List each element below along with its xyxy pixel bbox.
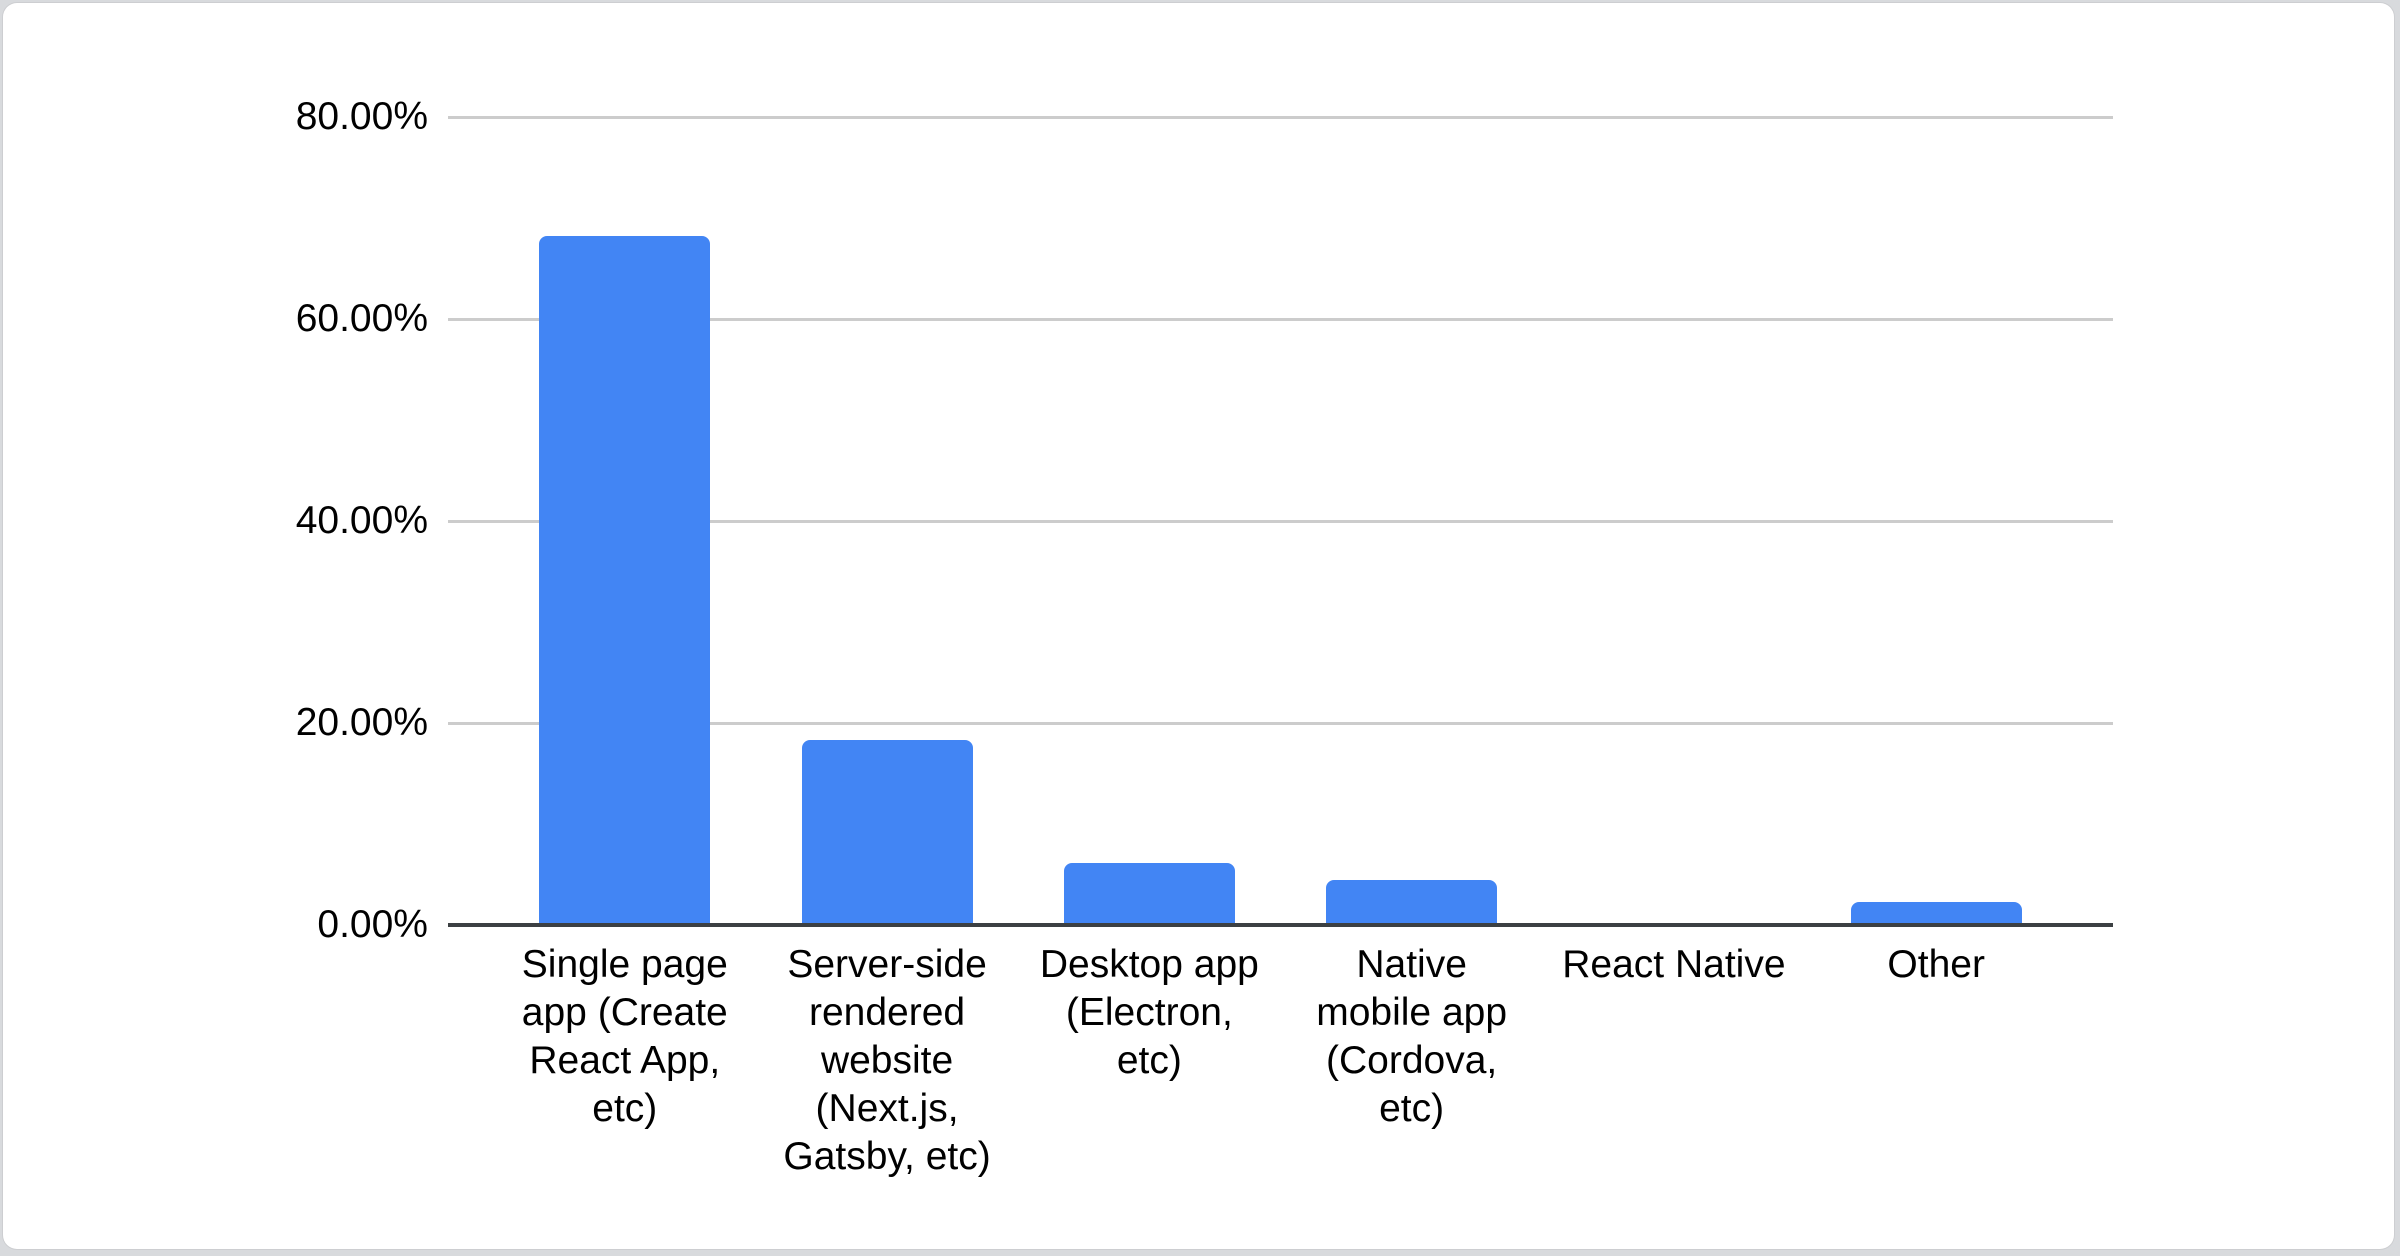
x-label-slot: React Native <box>1562 941 1785 1181</box>
bar-1 <box>539 236 711 925</box>
x-axis-baseline <box>448 923 2113 927</box>
y-tick-label: 80.00% <box>295 95 428 138</box>
x-label-slot: Other <box>1851 941 2022 1181</box>
x-tick-label: Desktop app (Electron, etc) <box>1039 943 1259 1082</box>
gridline <box>448 722 2113 725</box>
bar-2 <box>801 740 973 925</box>
x-tick-label: Native mobile app (Cordova, etc) <box>1316 943 1508 1130</box>
x-axis-labels: Single page app (Create React App, etc) S… <box>448 941 2113 1181</box>
x-label-slot: Single page app (Create React App, etc) <box>522 941 728 1181</box>
bar-4 <box>1326 879 1498 925</box>
x-tick-label: React Native <box>1562 943 1786 986</box>
bars-row <box>448 117 2113 925</box>
gridline <box>448 116 2113 119</box>
x-label-slot: Server-side rendered website (Next.js, G… <box>783 941 990 1181</box>
bar-3 <box>1063 863 1235 925</box>
x-label-slot: Desktop app (Electron, etc) <box>1040 941 1259 1181</box>
y-tick-label: 60.00% <box>295 297 428 340</box>
bar-6 <box>1850 901 2022 925</box>
gridline <box>448 520 2113 523</box>
gridline <box>448 318 2113 321</box>
bar-chart: 80.00% 60.00% 40.00% 20.00% 0.00% Single pag… <box>296 95 2113 1178</box>
chart-card: 80.00% 60.00% 40.00% 20.00% 0.00% Single pag… <box>3 3 2394 1249</box>
y-tick-label: 20.00% <box>295 701 428 744</box>
x-tick-label: Other <box>1887 943 1985 986</box>
x-label-slot: Native mobile app (Cordova, etc) <box>1316 941 1507 1181</box>
x-tick-label: Server-side rendered website (Next.js, G… <box>783 943 991 1178</box>
y-tick-label: 40.00% <box>295 499 428 542</box>
y-tick-label: 0.00% <box>317 903 428 946</box>
x-tick-label: Single page app (Create React App, etc) <box>521 943 728 1130</box>
